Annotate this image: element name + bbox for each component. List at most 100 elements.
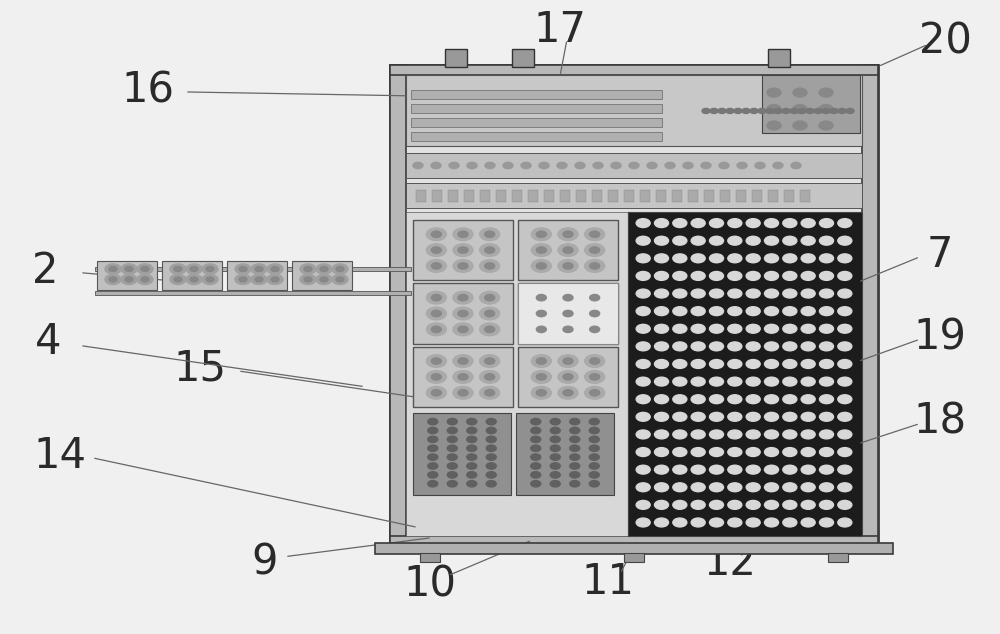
Circle shape (710, 377, 724, 386)
Circle shape (453, 228, 473, 240)
Circle shape (486, 481, 496, 487)
Text: 9: 9 (252, 542, 278, 584)
Circle shape (590, 389, 600, 396)
Bar (448, 190, 458, 202)
Circle shape (428, 472, 438, 478)
Circle shape (673, 271, 687, 280)
Circle shape (728, 500, 742, 509)
Bar (720, 190, 730, 202)
Circle shape (485, 358, 495, 364)
Circle shape (550, 463, 560, 469)
Circle shape (636, 483, 650, 492)
Circle shape (531, 463, 541, 469)
Bar (411, 90, 662, 99)
Circle shape (654, 412, 668, 421)
Circle shape (710, 342, 724, 351)
Circle shape (453, 323, 473, 336)
Circle shape (202, 275, 218, 285)
Circle shape (820, 219, 834, 228)
Bar (528, 190, 538, 202)
Circle shape (453, 355, 473, 367)
Circle shape (728, 236, 742, 245)
Circle shape (801, 465, 815, 474)
Circle shape (728, 289, 742, 298)
Circle shape (746, 483, 760, 492)
Circle shape (531, 481, 541, 487)
Circle shape (765, 377, 778, 386)
Circle shape (783, 518, 797, 527)
Circle shape (765, 500, 778, 509)
Circle shape (447, 454, 457, 460)
Circle shape (654, 448, 668, 456)
Circle shape (585, 260, 605, 272)
Circle shape (550, 427, 560, 434)
Circle shape (673, 518, 687, 527)
Circle shape (486, 472, 496, 478)
Circle shape (536, 373, 546, 380)
Circle shape (428, 427, 438, 434)
Text: 12: 12 (704, 542, 756, 584)
Circle shape (791, 162, 801, 169)
Circle shape (710, 219, 724, 228)
Circle shape (710, 500, 724, 509)
Circle shape (746, 448, 760, 456)
Circle shape (174, 277, 182, 282)
Circle shape (485, 310, 495, 317)
Circle shape (467, 162, 477, 169)
Circle shape (654, 377, 668, 386)
Circle shape (458, 358, 468, 364)
Circle shape (710, 359, 724, 368)
Circle shape (629, 162, 639, 169)
Circle shape (558, 387, 578, 399)
Circle shape (806, 108, 814, 113)
Circle shape (838, 219, 852, 228)
Circle shape (480, 307, 500, 320)
Circle shape (558, 244, 578, 256)
Circle shape (673, 465, 687, 474)
Circle shape (765, 342, 778, 351)
Bar (752, 190, 762, 202)
Circle shape (267, 275, 283, 285)
Circle shape (235, 275, 251, 285)
Circle shape (426, 355, 446, 367)
Circle shape (589, 472, 599, 478)
Circle shape (801, 236, 815, 245)
Circle shape (710, 412, 724, 421)
Circle shape (783, 465, 797, 474)
Circle shape (801, 359, 815, 368)
Bar (762, 75, 860, 133)
Circle shape (536, 231, 546, 238)
Circle shape (728, 271, 742, 280)
Circle shape (746, 307, 760, 316)
Bar (411, 118, 662, 127)
Circle shape (728, 518, 742, 527)
Circle shape (742, 108, 750, 113)
Circle shape (550, 472, 560, 478)
Circle shape (728, 254, 742, 262)
Circle shape (239, 266, 247, 271)
Circle shape (728, 412, 742, 421)
Circle shape (590, 310, 600, 317)
Circle shape (801, 307, 815, 316)
Bar (640, 190, 650, 202)
Circle shape (558, 355, 578, 367)
Circle shape (336, 266, 344, 271)
Circle shape (783, 448, 797, 456)
Circle shape (728, 307, 742, 316)
Circle shape (563, 310, 573, 317)
Circle shape (838, 271, 852, 280)
Circle shape (141, 277, 149, 282)
Circle shape (765, 359, 778, 368)
Circle shape (531, 454, 541, 460)
Circle shape (458, 389, 468, 396)
Circle shape (673, 448, 687, 456)
Bar (432, 190, 442, 202)
Circle shape (431, 262, 441, 269)
Circle shape (782, 108, 790, 113)
Circle shape (467, 463, 477, 469)
Circle shape (765, 325, 778, 333)
Circle shape (710, 254, 724, 262)
Circle shape (654, 236, 668, 245)
Circle shape (838, 395, 852, 404)
Circle shape (585, 307, 605, 320)
